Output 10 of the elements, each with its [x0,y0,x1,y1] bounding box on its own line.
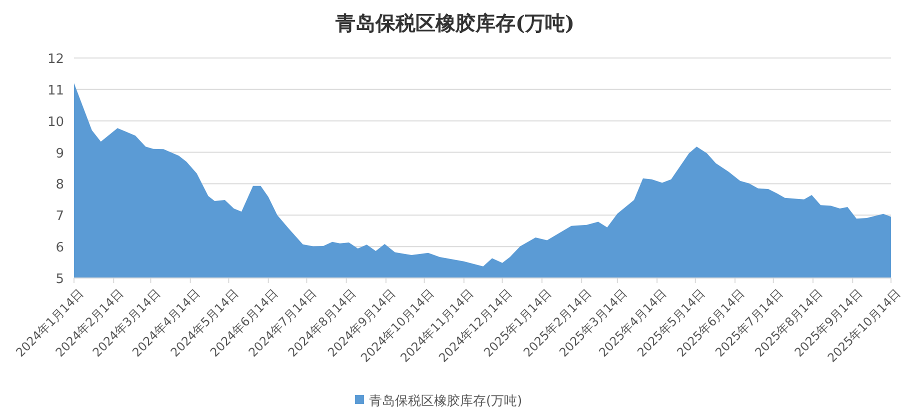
y-tick-label: 11 [47,83,64,98]
y-tick-label: 5 [56,272,64,287]
legend-label: 青岛保税区橡胶库存(万吨) [369,394,522,409]
y-tick-label: 6 [56,240,64,256]
y-tick-label: 12 [47,52,64,67]
y-tick-label: 8 [56,178,64,193]
y-tick-label: 9 [56,146,64,162]
chart-title: 青岛保税区橡胶库存(万吨) [334,11,574,35]
y-tick-label: 10 [47,114,64,130]
y-tick-label: 7 [56,209,64,224]
